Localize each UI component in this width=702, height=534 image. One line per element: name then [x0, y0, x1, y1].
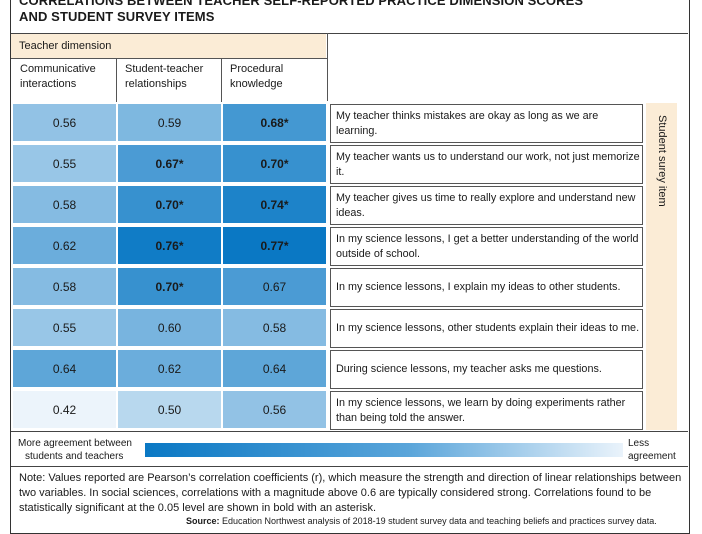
note-text: Note: Values reported are Pearson’s corr… — [19, 472, 682, 514]
heatmap-cell: 0.42 — [12, 390, 117, 429]
heatmap-cell: 0.58 — [12, 267, 117, 306]
heatmap-cell: 0.59 — [117, 103, 222, 142]
heatmap-cell: 0.68* — [222, 103, 327, 142]
heatmap-cell: 0.74* — [222, 185, 327, 224]
heatmap-cell: 0.58 — [222, 308, 327, 347]
column-header-line-2: interactions — [20, 78, 77, 90]
note-top-rule — [11, 466, 688, 467]
legend-top-rule — [11, 431, 688, 432]
column-divider — [221, 58, 222, 102]
legend-left-line-1: More agreement between — [18, 438, 132, 449]
heatmap-cell: 0.70* — [222, 144, 327, 183]
column-header-line-2: relationships — [125, 78, 187, 90]
survey-item: My teacher wants us to understand our wo… — [330, 145, 643, 184]
heatmap-cell: 0.58 — [12, 185, 117, 224]
heatmap-cell: 0.56 — [222, 390, 327, 429]
teacher-dimension-header: Teacher dimension — [11, 34, 326, 58]
heatmap-cell: 0.67* — [117, 144, 222, 183]
heatmap-cell: 0.50 — [117, 390, 222, 429]
column-header-communicative: Communicative interactions — [20, 62, 96, 92]
survey-item: My teacher gives us time to really explo… — [330, 186, 643, 225]
heatmap-cell: 0.62 — [12, 226, 117, 265]
heatmap-cell: 0.64 — [222, 349, 327, 388]
legend-less-agreement: Less agreement — [628, 437, 676, 463]
column-header-line-1: Communicative — [20, 63, 96, 75]
survey-item: In my science lessons, other students ex… — [330, 309, 643, 348]
heatmap-cell: 0.62 — [117, 349, 222, 388]
column-header-relationships: Student-teacher relationships — [125, 62, 203, 92]
legend-right-line-1: Less — [628, 438, 650, 449]
survey-item: In my science lessons, we learn by doing… — [330, 391, 643, 430]
heatmap-cell: 0.77* — [222, 226, 327, 265]
heatmap-cell: 0.64 — [12, 349, 117, 388]
column-header-line-2: knowledge — [230, 78, 283, 90]
heatmap-cell: 0.60 — [117, 308, 222, 347]
source-line: Source: Education Northwest analysis of … — [186, 515, 657, 527]
legend-left-line-2: students and teachers — [25, 451, 124, 462]
legend-more-agreement: More agreement between students and teac… — [18, 437, 132, 463]
heatmap-cell: 0.55 — [12, 144, 117, 183]
header-divider — [11, 58, 327, 59]
chart-title-line-2: AND STUDENT SURVEY ITEMS — [19, 9, 215, 24]
column-divider — [116, 58, 117, 102]
heatmap-cell: 0.76* — [117, 226, 222, 265]
survey-item: In my science lessons, I explain my idea… — [330, 268, 643, 307]
chart-title: CORRELATIONS BETWEEN TEACHER SELF-REPORT… — [19, 0, 583, 25]
heatmap-cell: 0.70* — [117, 185, 222, 224]
column-header-procedural: Procedural knowledge — [230, 62, 283, 92]
column-header-line-1: Procedural — [230, 63, 284, 75]
legend-right-line-2: agreement — [628, 451, 676, 462]
color-scale-bar — [145, 443, 623, 457]
column-header-line-1: Student-teacher — [125, 63, 204, 75]
survey-item: My teacher thinks mistakes are okay as l… — [330, 104, 643, 143]
student-item-sidebar: Student surey item — [646, 103, 677, 430]
survey-item: In my science lessons, I get a better un… — [330, 227, 643, 266]
heatmap-cell: 0.70* — [117, 267, 222, 306]
header-top-rule — [11, 33, 688, 34]
heatmap-cell: 0.67 — [222, 267, 327, 306]
item-header-box — [327, 33, 689, 101]
heatmap-cell: 0.55 — [12, 308, 117, 347]
student-item-label: Student surey item — [655, 115, 668, 207]
chart-title-line-1: CORRELATIONS BETWEEN TEACHER SELF-REPORT… — [19, 0, 584, 8]
heatmap-cell: 0.56 — [12, 103, 117, 142]
source-text: Education Northwest analysis of 2018-19 … — [219, 516, 657, 526]
survey-item: During science lessons, my teacher asks … — [330, 350, 643, 389]
source-label: Source: — [186, 516, 220, 526]
